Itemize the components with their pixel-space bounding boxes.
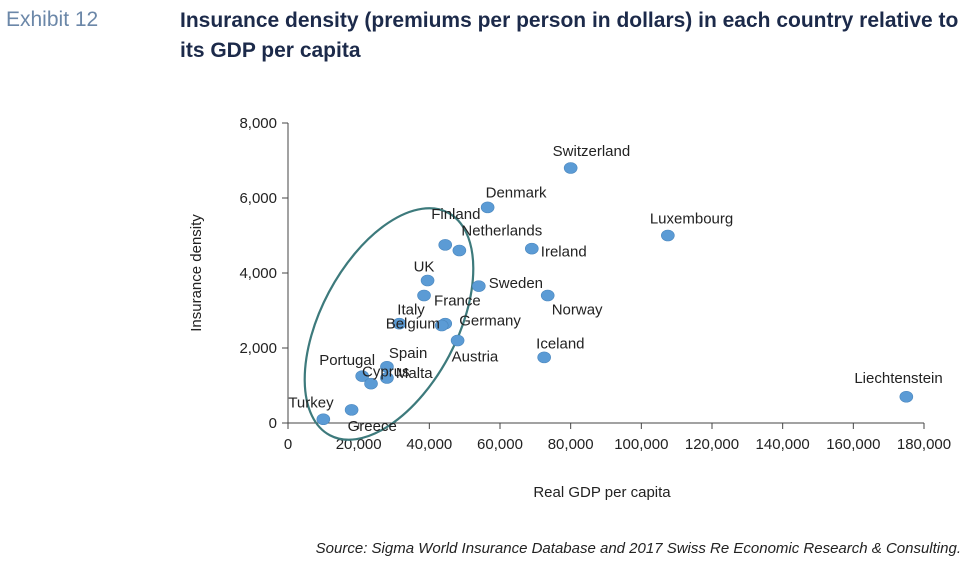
- data-point-netherlands: [452, 244, 467, 257]
- point-label-spain: Spain: [389, 345, 427, 362]
- point-label-belgium: Belgium: [386, 316, 440, 333]
- data-point-finland: [438, 239, 453, 251]
- point-label-finland: Finland: [431, 206, 480, 223]
- point-label-greece: Greece: [348, 418, 397, 435]
- point-label-italy: Italy: [397, 302, 425, 319]
- data-point-luxembourg: [661, 229, 675, 242]
- point-label-malta: Malta: [396, 365, 433, 382]
- point-label-portugal: Portugal: [319, 352, 375, 369]
- point-label-denmark: Denmark: [486, 184, 547, 201]
- y-tick-label: 0: [269, 415, 277, 432]
- data-point-ireland: [524, 242, 539, 255]
- point-label-switzerland: Switzerland: [553, 143, 631, 160]
- data-points: [316, 162, 914, 426]
- x-tick-label: 180,000: [897, 436, 951, 453]
- x-tick-label: 80,000: [548, 436, 594, 453]
- point-label-norway: Norway: [552, 302, 603, 319]
- data-point-italy: [392, 317, 407, 330]
- data-point-belgium: [434, 319, 449, 332]
- data-point-sweden: [471, 280, 486, 292]
- x-tick-label: 140,000: [756, 436, 810, 453]
- data-point-malta: [380, 372, 394, 384]
- data-point-turkey: [316, 413, 331, 426]
- data-point-denmark: [480, 201, 495, 214]
- exhibit-number: Exhibit 12: [6, 8, 99, 31]
- point-label-uk: UK: [414, 259, 435, 276]
- x-tick-label: 160,000: [826, 436, 880, 453]
- y-tick-label: 8,000: [239, 115, 277, 132]
- data-point-uk: [420, 274, 435, 287]
- point-label-iceland: Iceland: [536, 335, 584, 352]
- y-axis-label: Insurance density: [188, 214, 205, 332]
- chart-title: Insurance density (premiums per person i…: [180, 9, 959, 62]
- data-point-switzerland: [563, 162, 578, 174]
- point-label-austria: Austria: [452, 349, 499, 366]
- y-tick-label: 6,000: [239, 190, 277, 207]
- data-point-liechtenstein: [899, 390, 914, 403]
- y-tick-label: 4,000: [239, 265, 277, 282]
- y-tick-label: 2,000: [239, 340, 277, 357]
- x-tick-label: 60,000: [477, 436, 523, 453]
- point-label-luxembourg: Luxembourg: [650, 211, 733, 228]
- x-tick-label: 120,000: [685, 436, 739, 453]
- point-label-turkey: Turkey: [288, 394, 334, 411]
- data-point-austria: [450, 334, 465, 347]
- point-label-netherlands: Netherlands: [461, 223, 542, 240]
- x-tick-label: 40,000: [406, 436, 452, 453]
- point-label-sweden: Sweden: [489, 275, 543, 292]
- data-point-iceland: [537, 351, 551, 364]
- point-label-liechtenstein: Liechtenstein: [854, 370, 942, 387]
- point-label-france: France: [434, 293, 481, 310]
- point-label-cyprus: Cyprus: [362, 364, 410, 381]
- point-label-germany: Germany: [459, 313, 521, 330]
- data-point-france: [417, 289, 431, 302]
- highlight-ellipse: [303, 207, 475, 441]
- data-point-norway: [540, 289, 555, 302]
- data-point-greece: [344, 404, 359, 416]
- data-point-portugal: [355, 370, 370, 382]
- source-note: Source: Sigma World Insurance Database a…: [315, 540, 961, 557]
- x-axis-label: Real GDP per capita: [533, 484, 671, 501]
- point-labels: Switzerland Denmark Luxembourg FinlandNethe…: [288, 143, 942, 435]
- data-point-cyprus: [364, 377, 378, 390]
- x-tick-label: 100,000: [614, 436, 668, 453]
- point-label-ireland: Ireland: [541, 244, 587, 261]
- x-tick-label: 0: [284, 436, 292, 453]
